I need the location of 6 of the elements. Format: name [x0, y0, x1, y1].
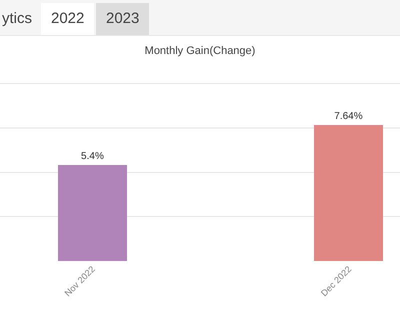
text: 2023	[96, 3, 150, 35]
chart-title: Monthly Gain(Change)	[144, 44, 256, 57]
data-label: 7.64%	[334, 111, 363, 122]
text: ytics	[1, 9, 33, 29]
text: 2022	[41, 3, 94, 35]
data-label: 5.4%	[81, 151, 104, 162]
